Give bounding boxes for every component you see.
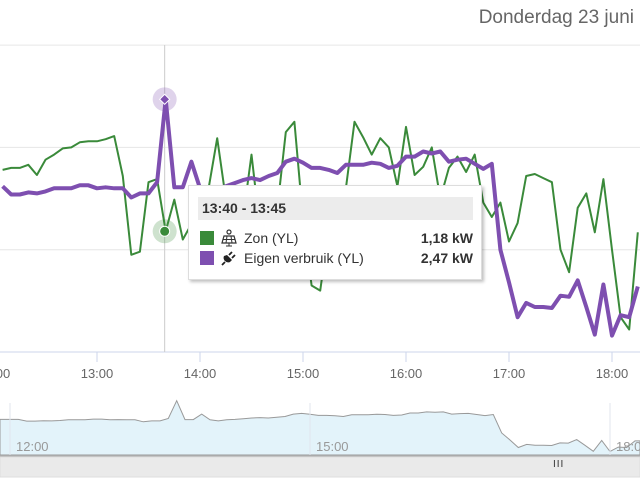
navigator-tick-label: 18:00 xyxy=(616,439,640,454)
legend-swatch-verbruik xyxy=(200,251,214,265)
series-lines xyxy=(1,97,640,338)
x-tick-label: 12:00 xyxy=(0,366,10,381)
legend-swatch-zon xyxy=(200,231,214,245)
x-tick-label: 15:00 xyxy=(287,366,320,381)
solar-panel-icon xyxy=(221,229,237,247)
plug-icon xyxy=(221,251,236,266)
scrollbar-grip[interactable]: III xyxy=(553,459,565,470)
scrollbar[interactable] xyxy=(0,456,640,478)
tooltip-row-verbruik: Eigen verbruik (YL) 2,47 kW xyxy=(198,248,473,268)
tooltip-row-zon: Zon (YL) 1,18 kW xyxy=(198,228,473,248)
tooltip-range: 13:40 - 13:45 xyxy=(198,197,473,220)
hover-point-zon xyxy=(159,225,171,237)
x-tick-label: 18:00 xyxy=(596,366,629,381)
tooltip-value-zon: 1,18 kW xyxy=(420,230,473,246)
tooltip-value-verbruik: 2,47 kW xyxy=(420,250,473,266)
hover-markers xyxy=(152,87,177,244)
series-line-verbruik xyxy=(1,97,640,338)
date-title: Donderdag 23 juni xyxy=(478,7,634,28)
x-tick-label: 17:00 xyxy=(493,366,526,381)
series-line-zon xyxy=(2,120,639,331)
tooltip-label-verbruik: Eigen verbruik (YL) xyxy=(244,250,364,266)
navigator: 12:00 15:00 18:00 xyxy=(0,399,640,478)
tooltip: 13:40 - 13:45 Zon (YL) 1,18 kW Eigen ver… xyxy=(188,185,482,280)
navigator-tick-label: 15:00 xyxy=(316,439,349,454)
navigator-area xyxy=(0,399,640,456)
tooltip-label-zon: Zon (YL) xyxy=(244,230,299,246)
x-tick-label: 16:00 xyxy=(390,366,423,381)
x-axis: 12:00 13:00 14:00 15:00 16:00 17:00 18:00 xyxy=(0,352,628,381)
x-tick-label: 13:00 xyxy=(81,366,114,381)
hover-point-verbruik xyxy=(158,93,171,106)
x-tick-label: 14:00 xyxy=(184,366,217,381)
navigator-tick-label: 12:00 xyxy=(16,439,49,454)
